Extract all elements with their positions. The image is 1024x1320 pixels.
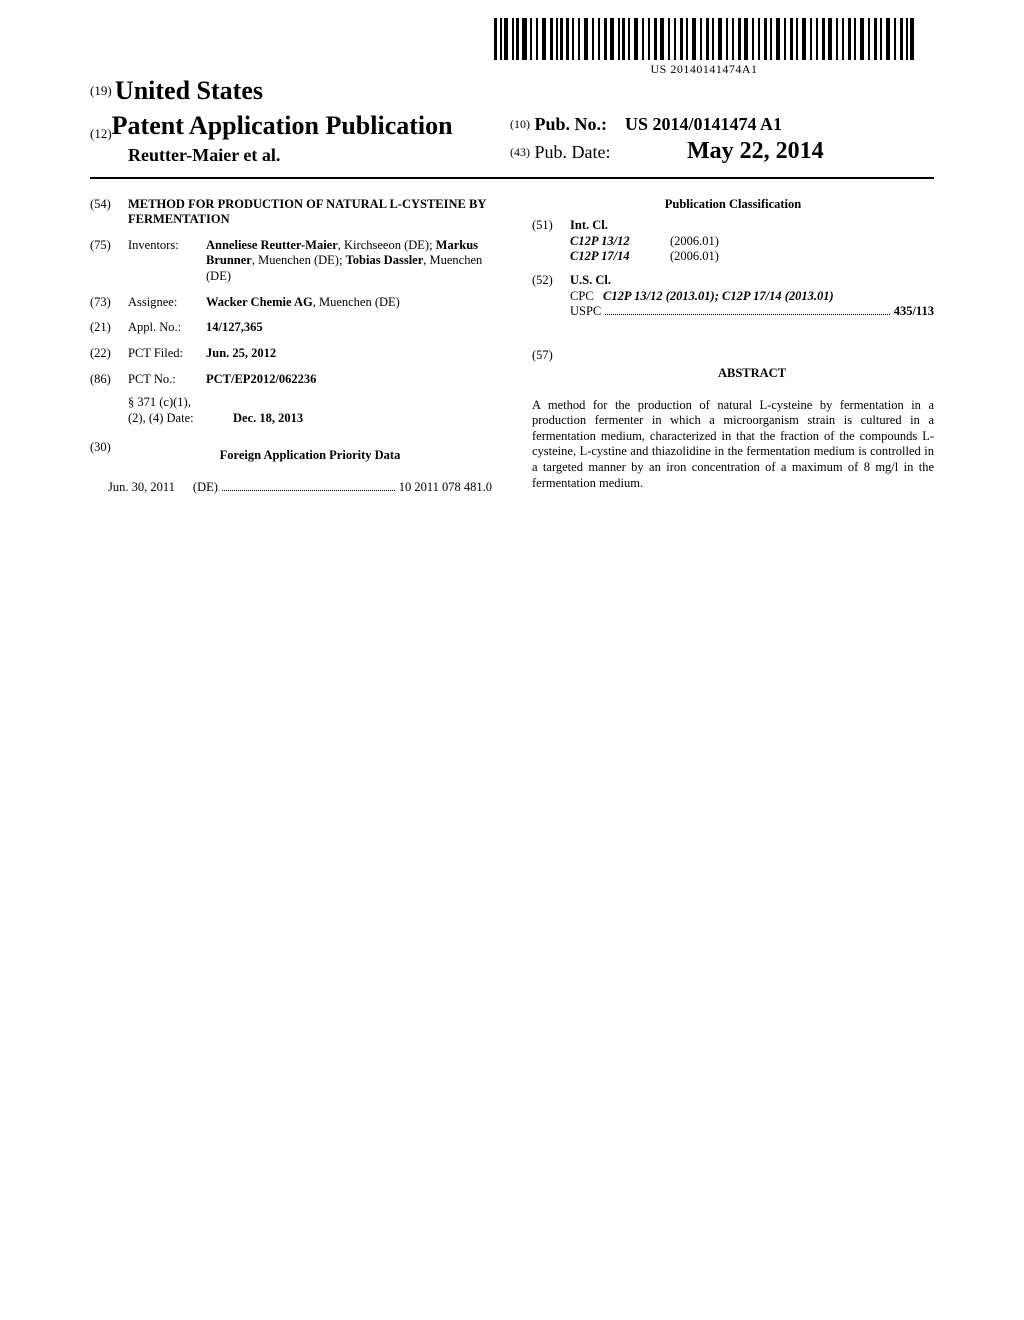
foreign-row: Jun. 30, 2011 (DE) 10 2011 078 481.0 (108, 480, 492, 496)
inventor-name: Tobias Dassler (346, 253, 424, 267)
applno-code: (21) (90, 320, 128, 336)
s371-value: Dec. 18, 2013 (233, 411, 492, 427)
applno-label: Appl. No.: (128, 320, 206, 336)
pctno-value: PCT/EP2012/062236 (206, 372, 492, 388)
applno-value: 14/127,365 (206, 320, 492, 336)
uscl-code: (52) (532, 273, 570, 320)
foreign-head: Foreign Application Priority Data (128, 448, 492, 464)
assignee-loc: , Muenchen (DE) (313, 295, 400, 309)
dotfill (605, 304, 889, 315)
foreign-date: Jun. 30, 2011 (108, 480, 175, 496)
pctfiled-entry: (22) PCT Filed: Jun. 25, 2012 (90, 346, 492, 362)
pctfiled-code: (22) (90, 346, 128, 362)
intcl-row: C12P 17/14 (2006.01) (570, 249, 934, 265)
right-column: Publication Classification (51) Int. Cl.… (532, 197, 934, 496)
barcode-text: US 20140141474A1 (494, 62, 914, 77)
pctno-code: (86) (90, 372, 128, 388)
pubno-value: US 2014/0141474 A1 (625, 114, 782, 134)
pubno-label: Pub. No.: (535, 114, 608, 134)
intcl-label: Int. Cl. (570, 218, 934, 234)
assignee-entry: (73) Assignee: Wacker Chemie AG, Muenche… (90, 295, 492, 311)
inventor-loc: , Kirchseeon (DE); (338, 238, 436, 252)
cpc-label: CPC (570, 289, 594, 303)
abstract-code: (57) (532, 348, 570, 390)
abstract-head: ABSTRACT (570, 366, 934, 382)
uscl-label: U.S. Cl. (570, 273, 934, 289)
foreign-code: (30) (90, 440, 128, 472)
inventor-loc: , Muenchen (DE); (252, 253, 346, 267)
s371-entry: § 371 (c)(1), (2), (4) Date: Dec. 18, 20… (90, 395, 492, 426)
foreign-entry: (30) Foreign Application Priority Data (90, 440, 492, 472)
classification-head: Publication Classification (532, 197, 934, 213)
pubno-prefix: (10) (510, 117, 530, 131)
title-code: (54) (90, 197, 128, 228)
invention-title: METHOD FOR PRODUCTION OF NATURAL L-CYSTE… (128, 197, 492, 228)
pubdate-label: Pub. Date: (535, 142, 611, 162)
country-prefix: (19) (90, 83, 112, 98)
inventors-label: Inventors: (128, 238, 206, 285)
inventors-entry: (75) Inventors: Anneliese Reutter-Maier,… (90, 238, 492, 285)
s371-blank (90, 395, 128, 426)
barcode-icon (494, 18, 914, 60)
intcl-code: (51) (532, 218, 570, 265)
pub-type: Patent Application Publication (112, 110, 453, 143)
dotfill (222, 480, 395, 491)
body-columns: (54) METHOD FOR PRODUCTION OF NATURAL L-… (90, 197, 934, 496)
uspc-value: 435/113 (894, 304, 934, 320)
assignee-label: Assignee: (128, 295, 206, 311)
pctfiled-value: Jun. 25, 2012 (206, 346, 492, 362)
uscl-block: U.S. Cl. CPC C12P 13/12 (2013.01); C12P … (570, 273, 934, 320)
intcl-date: (2006.01) (670, 234, 760, 250)
intcl-entry: (51) Int. Cl. C12P 13/12 (2006.01) C12P … (532, 218, 934, 265)
left-column: (54) METHOD FOR PRODUCTION OF NATURAL L-… (90, 197, 492, 496)
divider (90, 177, 934, 179)
applno-entry: (21) Appl. No.: 14/127,365 (90, 320, 492, 336)
assignee-code: (73) (90, 295, 128, 311)
intcl-row: C12P 13/12 (2006.01) (570, 234, 934, 250)
foreign-cc: (DE) (193, 480, 218, 496)
header-right: (10) Pub. No.: US 2014/0141474 A1 (43) P… (510, 113, 824, 166)
pubdate-prefix: (43) (510, 145, 530, 159)
abstract-body: A method for the production of natural L… (532, 398, 934, 492)
inventors-code: (75) (90, 238, 128, 285)
cpc-row: CPC C12P 13/12 (2013.01); C12P 17/14 (20… (570, 289, 934, 305)
intcl-class: C12P 17/14 (570, 249, 670, 265)
intcl-block: Int. Cl. C12P 13/12 (2006.01) C12P 17/14… (570, 218, 934, 265)
cpc-value: C12P 13/12 (2013.01); C12P 17/14 (2013.0… (603, 289, 834, 303)
patent-page: US 20140141474A1 (19) United States (12)… (0, 0, 1024, 1320)
pubdate-value: May 22, 2014 (687, 138, 824, 164)
s371-label: § 371 (c)(1), (2), (4) Date: (128, 395, 233, 426)
uspc-row: USPC 435/113 (570, 304, 934, 320)
inventor-name: Anneliese Reutter-Maier (206, 238, 338, 252)
foreign-num: 10 2011 078 481.0 (399, 480, 492, 496)
abstract-entry: (57) ABSTRACT (532, 348, 934, 390)
pub-type-prefix: (12) (90, 126, 112, 142)
assignee-name: Wacker Chemie AG (206, 295, 313, 309)
pctno-label: PCT No.: (128, 372, 206, 388)
inventors-list: Anneliese Reutter-Maier, Kirchseeon (DE)… (206, 238, 492, 285)
uscl-entry: (52) U.S. Cl. CPC C12P 13/12 (2013.01); … (532, 273, 934, 320)
pctfiled-label: PCT Filed: (128, 346, 206, 362)
intcl-date: (2006.01) (670, 249, 760, 265)
uspc-label: USPC (570, 304, 601, 320)
assignee-value: Wacker Chemie AG, Muenchen (DE) (206, 295, 492, 311)
intcl-class: C12P 13/12 (570, 234, 670, 250)
barcode-block: US 20140141474A1 (494, 18, 914, 77)
country: United States (115, 76, 263, 105)
title-entry: (54) METHOD FOR PRODUCTION OF NATURAL L-… (90, 197, 492, 228)
pctno-entry: (86) PCT No.: PCT/EP2012/062236 (90, 372, 492, 388)
